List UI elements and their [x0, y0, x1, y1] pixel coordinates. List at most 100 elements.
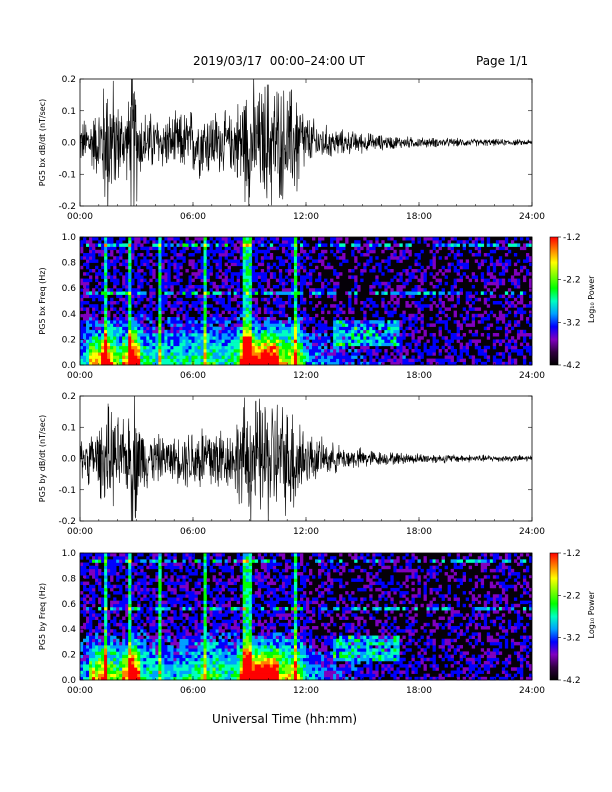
spectrogram-cell — [179, 285, 183, 289]
spectrogram-cell — [134, 342, 138, 347]
spectrogram-cell — [182, 256, 186, 260]
spectrogram-cell — [185, 345, 189, 350]
spectrogram-cell — [486, 355, 491, 359]
spectrogram-cell — [134, 651, 138, 655]
spectrogram-cell — [176, 320, 180, 324]
spectrogram-cell — [155, 559, 159, 563]
spectrogram-cell — [399, 272, 403, 276]
spectrogram-cell — [86, 243, 90, 247]
spectrogram-cell — [83, 278, 87, 283]
spectrogram-cell — [128, 323, 132, 327]
spectrogram-cell — [143, 657, 147, 662]
spectrogram-cell — [296, 339, 301, 343]
spectrogram-cell — [360, 301, 364, 305]
spectrogram-cell — [128, 591, 132, 595]
spectrogram-cell — [447, 352, 451, 356]
spectrogram-cell — [393, 320, 397, 324]
spectrogram-cell — [92, 603, 96, 608]
spectrogram-cell — [260, 355, 265, 359]
spectrogram-cell — [125, 272, 129, 276]
spectrogram-cell — [480, 361, 485, 366]
spectrogram-cell — [80, 667, 84, 671]
spectrogram-cell — [333, 304, 337, 308]
spectrogram-cell — [327, 291, 331, 295]
spectrogram-cell — [324, 358, 328, 363]
spectrogram-cell — [131, 638, 135, 643]
spectrogram-cell — [278, 262, 283, 267]
spectrogram-cell — [131, 591, 135, 595]
spectrogram-cell — [360, 333, 364, 337]
spectrogram-cell — [248, 349, 253, 353]
spectrogram-cell — [116, 333, 120, 337]
spectrogram-cell — [107, 317, 111, 321]
spectrogram-cell — [104, 269, 108, 273]
spectrogram-cell — [119, 556, 123, 560]
spectrogram-cell — [161, 249, 165, 254]
spectrogram-cell — [348, 323, 352, 327]
spectrogram-cell — [318, 301, 322, 305]
spectrogram-cell — [137, 645, 141, 649]
spectrogram-cell — [86, 632, 90, 636]
spectrogram-cell — [200, 294, 204, 299]
spectrogram-cell — [218, 291, 222, 295]
spectrogram-cell — [522, 345, 527, 350]
spectrogram-cell — [101, 320, 105, 324]
spectrogram-cell — [278, 326, 283, 331]
spectrogram-cell — [134, 676, 138, 681]
spectrogram-cell — [447, 297, 451, 302]
spectrogram-cell — [486, 288, 491, 292]
spectrogram-cell — [245, 361, 250, 366]
spectrogram-cell — [321, 349, 325, 353]
spectrogram-cell — [164, 339, 168, 343]
spectrogram-cell — [89, 240, 93, 244]
spectrogram-cell — [417, 349, 421, 353]
spectrogram-cell — [450, 361, 454, 366]
spectrogram-cell — [269, 345, 274, 350]
spectrogram-cell — [269, 265, 274, 270]
spectrogram-cell — [272, 336, 277, 340]
spectrogram-cell — [134, 243, 138, 247]
spectrogram-cell — [89, 645, 93, 649]
spectrogram-cell — [161, 638, 165, 643]
spectrogram-cell — [86, 635, 90, 640]
spectrogram-cell — [158, 336, 162, 340]
spectrogram-cell — [122, 657, 126, 662]
spectrogram-cell — [221, 336, 225, 340]
spectrogram-cell — [134, 317, 138, 321]
spectrogram-cell — [363, 339, 367, 343]
spectrogram-cell — [372, 339, 376, 343]
spectrogram-cell — [299, 297, 304, 302]
spectrogram-cell — [131, 288, 135, 292]
spectrogram-cell — [510, 339, 515, 343]
spectrogram-cell — [287, 349, 292, 353]
spectrogram-cell — [281, 361, 286, 366]
spectrogram-cell — [342, 243, 346, 247]
spectrogram-cell — [158, 253, 162, 257]
spectrogram-cell — [519, 349, 524, 353]
spectrogram-cell — [333, 336, 337, 340]
spectrogram-cell — [173, 249, 177, 254]
spectrogram-cell — [399, 278, 403, 283]
spectrogram-cell — [116, 329, 120, 334]
spectrogram-cell — [134, 272, 138, 276]
spectrogram-cell — [372, 336, 376, 340]
spectrogram-cell — [101, 654, 105, 659]
spectrogram-cell — [83, 676, 87, 681]
spectrogram-cell — [528, 294, 533, 299]
spectrogram-cell — [209, 317, 213, 321]
spectrogram-cell — [131, 629, 135, 633]
spectrogram-cell — [453, 237, 457, 241]
spectrogram-cell — [495, 361, 500, 366]
spectrogram-cell — [101, 673, 105, 678]
spectrogram-cell — [116, 291, 120, 295]
spectrogram-cell — [182, 336, 186, 340]
spectrogram-cell — [230, 342, 234, 347]
spectrogram-cell — [176, 641, 180, 646]
spectrogram-cell — [336, 246, 340, 251]
spectrogram-cell — [176, 355, 180, 359]
spectrogram-cell — [402, 249, 406, 254]
spectrogram-cell — [504, 253, 509, 257]
spectrogram-cell — [92, 587, 96, 592]
spectrogram-cell — [119, 673, 123, 678]
spectrogram-cell — [149, 638, 153, 643]
